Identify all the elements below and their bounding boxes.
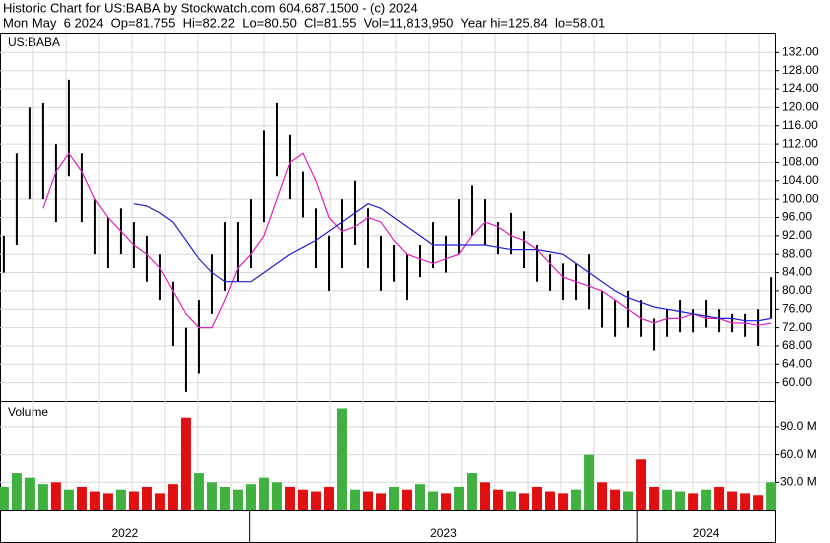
y-tick-label: 112.00 bbox=[782, 136, 818, 150]
volume-label: Volume bbox=[8, 405, 48, 419]
volume-bar bbox=[128, 491, 139, 510]
moving-average bbox=[42, 152, 772, 329]
volume-bar bbox=[519, 493, 530, 510]
moving-average bbox=[133, 203, 772, 322]
volume-bar bbox=[415, 484, 426, 510]
volume-bar bbox=[597, 482, 608, 510]
volume-bar bbox=[297, 489, 308, 510]
volume-bar bbox=[336, 408, 347, 510]
volume-bar bbox=[349, 489, 360, 510]
volume-bar bbox=[50, 482, 61, 510]
volume-bar bbox=[63, 489, 74, 510]
y-tick-label: 116.00 bbox=[782, 118, 818, 132]
volume-bar bbox=[636, 459, 647, 510]
period-label: 2022 bbox=[111, 526, 138, 540]
volume-bar bbox=[141, 486, 152, 510]
symbol-label: US:BABA bbox=[8, 35, 60, 49]
period-label: 2024 bbox=[693, 526, 720, 540]
y-tick-label: 68.00 bbox=[782, 338, 812, 352]
volume-bar bbox=[545, 491, 556, 510]
y-tick-label: 76.00 bbox=[782, 301, 812, 315]
y-tick-label: 128.00 bbox=[782, 63, 819, 77]
y-tick-label: 108.00 bbox=[782, 155, 819, 169]
volume-bar bbox=[649, 486, 660, 510]
volume-bar bbox=[258, 477, 269, 510]
volume-bar bbox=[753, 495, 764, 510]
volume-bar bbox=[180, 417, 191, 510]
volume-bar bbox=[675, 491, 686, 510]
volume-bar bbox=[454, 486, 465, 510]
volume-bar bbox=[154, 493, 165, 510]
y-tick-label: 132.00 bbox=[782, 45, 819, 59]
y-tick-label: 96.00 bbox=[782, 210, 812, 224]
volume-bar bbox=[219, 486, 230, 510]
volume-bar bbox=[480, 482, 491, 510]
volume-bar bbox=[506, 491, 517, 510]
volume-bar bbox=[701, 489, 712, 510]
volume-bar bbox=[688, 493, 699, 510]
volume-bar bbox=[571, 489, 582, 510]
y-tick-label: 124.00 bbox=[782, 81, 819, 95]
volume-bar bbox=[89, 491, 100, 510]
volume-bar bbox=[76, 486, 87, 510]
volume-bar bbox=[493, 489, 504, 510]
period-label: 2023 bbox=[430, 526, 457, 540]
volume-bar bbox=[0, 486, 9, 510]
volume-bar bbox=[623, 491, 634, 510]
y-tick-label: 104.00 bbox=[782, 173, 819, 187]
volume-bar bbox=[323, 486, 334, 510]
volume-bar bbox=[115, 489, 126, 510]
volume-bar bbox=[284, 486, 295, 510]
volume-bar bbox=[467, 473, 478, 510]
volume-bar bbox=[193, 473, 204, 510]
volume-bar bbox=[610, 489, 621, 510]
volume-bar bbox=[37, 484, 48, 510]
v-tick-label: 60.0 M bbox=[780, 447, 817, 461]
v-tick-label: 90.0 M bbox=[780, 419, 817, 433]
volume-bar bbox=[740, 493, 751, 510]
y-tick-label: 60.00 bbox=[782, 375, 812, 389]
y-tick-label: 120.00 bbox=[782, 100, 819, 114]
volume-bar bbox=[310, 491, 321, 510]
volume-bar bbox=[402, 489, 413, 510]
volume-bar bbox=[362, 491, 373, 510]
chart-title: Historic Chart for US:BABA by Stockwatch… bbox=[3, 0, 418, 15]
volume-bar bbox=[167, 484, 178, 510]
volume-bar bbox=[558, 493, 569, 510]
volume-bar bbox=[766, 482, 777, 510]
volume-bar bbox=[11, 473, 22, 510]
volume-bar bbox=[389, 486, 400, 510]
volume-bar bbox=[271, 482, 282, 510]
volume-bar bbox=[662, 489, 673, 510]
volume-bar bbox=[206, 482, 217, 510]
y-tick-label: 92.00 bbox=[782, 228, 812, 242]
y-tick-label: 72.00 bbox=[782, 320, 812, 334]
v-tick-label: 30.0 M bbox=[780, 474, 817, 488]
volume-bar bbox=[727, 491, 738, 510]
volume-bar bbox=[714, 486, 725, 510]
volume-bar bbox=[428, 491, 439, 510]
volume-bar bbox=[532, 486, 543, 510]
y-tick-label: 64.00 bbox=[782, 356, 812, 370]
y-tick-label: 84.00 bbox=[782, 265, 812, 279]
y-tick-label: 100.00 bbox=[782, 191, 819, 205]
chart-subtitle: Mon May 6 2024 Op=81.755 Hi=82.22 Lo=80.… bbox=[3, 15, 605, 30]
volume-bar bbox=[375, 493, 386, 510]
volume-bar bbox=[232, 489, 243, 510]
volume-bar bbox=[441, 493, 452, 510]
volume-bar bbox=[24, 477, 35, 510]
y-tick-label: 80.00 bbox=[782, 283, 812, 297]
volume-bar bbox=[102, 493, 113, 510]
volume-bar bbox=[245, 484, 256, 510]
y-tick-label: 88.00 bbox=[782, 246, 812, 260]
volume-bar bbox=[584, 454, 595, 510]
